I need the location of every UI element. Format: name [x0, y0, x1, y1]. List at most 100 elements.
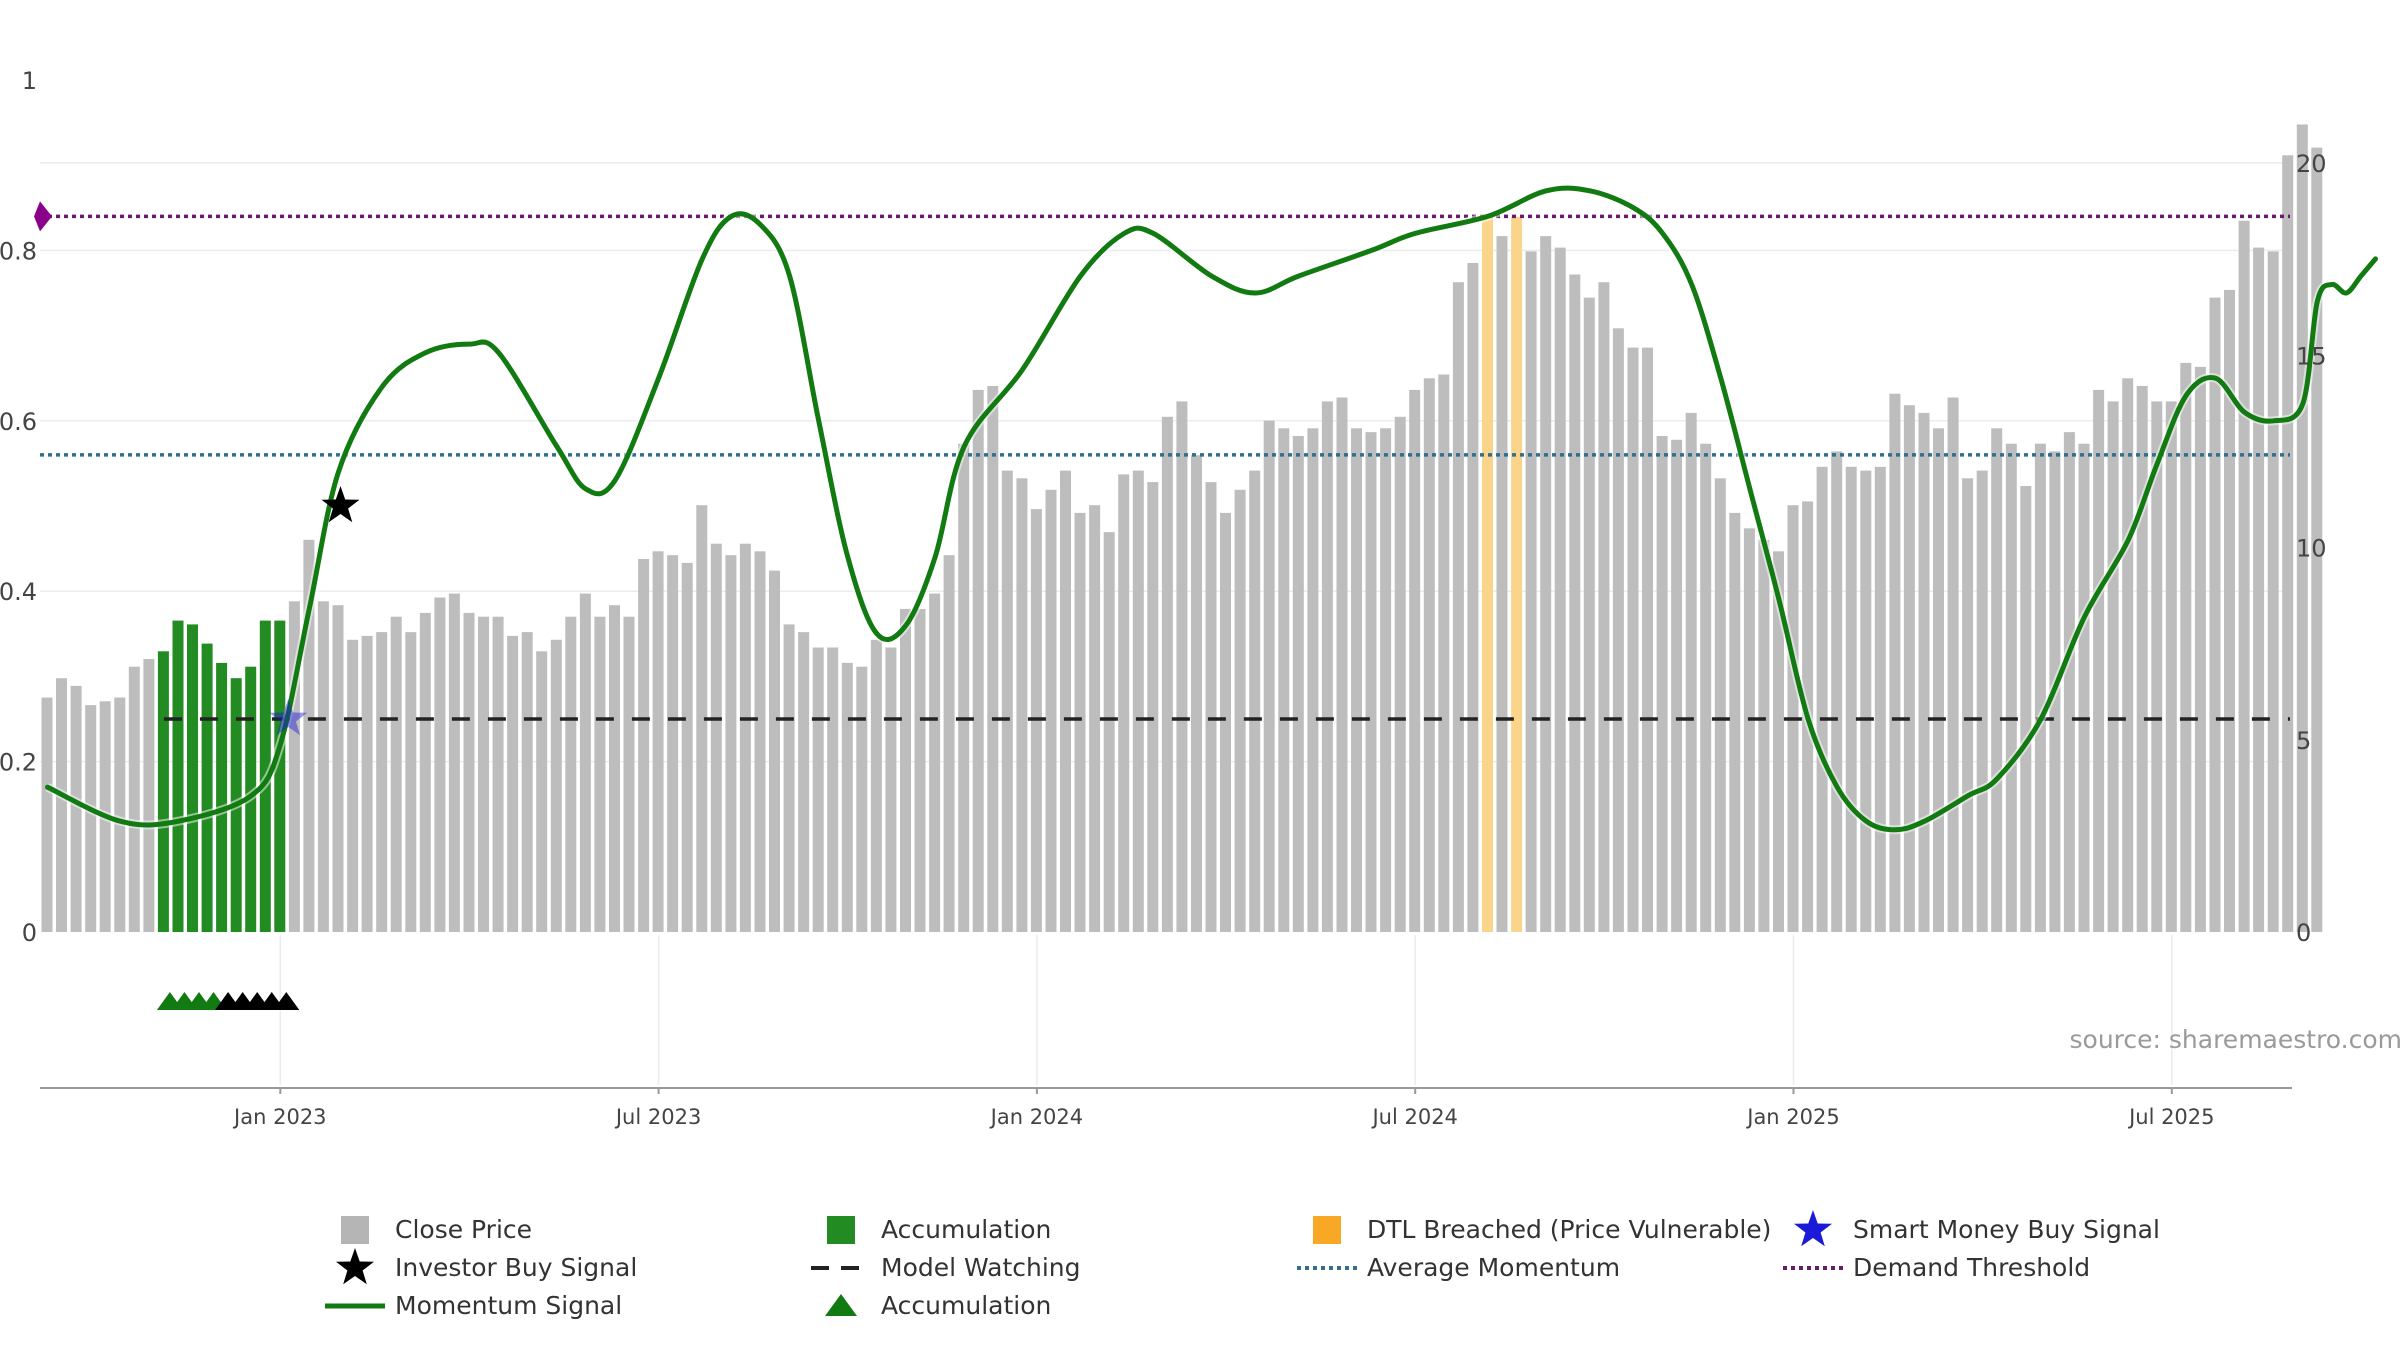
price-bar: [958, 443, 970, 932]
price-bar: [1612, 328, 1624, 932]
price-bar: [1292, 436, 1304, 932]
legend-star-icon: [336, 1248, 374, 1285]
accumulation-bar: [157, 651, 169, 932]
left-axis-tick-label: 0.6: [0, 408, 37, 436]
legend-label: Smart Money Buy Signal: [1853, 1215, 2160, 1244]
price-bar: [2020, 486, 2032, 932]
price-bar: [1438, 374, 1450, 932]
reference-lines: [34, 201, 2290, 721]
price-bar: [1831, 451, 1843, 932]
price-bar: [1816, 466, 1828, 932]
price-bar: [1074, 512, 1086, 932]
price-bar: [1467, 263, 1479, 932]
price-bar: [1147, 482, 1159, 932]
left-axis-tick-label: 0: [22, 919, 37, 947]
legend: Close Price Accumulation DTL Breached (Pri…: [325, 1210, 2160, 1320]
price-bar: [2136, 386, 2148, 932]
legend-label: Investor Buy Signal: [395, 1253, 637, 1282]
price-bar: [623, 616, 635, 932]
price-bar: [739, 543, 751, 932]
price-bar: [1103, 532, 1115, 932]
price-bar: [1656, 436, 1668, 932]
legend-square-icon: [341, 1216, 369, 1244]
price-bar: [550, 639, 562, 932]
right-axis-tick-label: 0: [2296, 919, 2311, 947]
accumulation-bar: [274, 620, 286, 932]
price-bar: [507, 635, 519, 932]
price-bar: [2093, 389, 2105, 932]
price-bar: [1409, 389, 1421, 932]
price-bar: [1423, 378, 1435, 932]
price-bar: [1743, 528, 1755, 932]
price-bar: [579, 593, 591, 932]
price-bar: [1307, 428, 1319, 932]
price-bar: [390, 616, 402, 932]
price-bar: [332, 605, 344, 932]
price-bars: [41, 124, 2323, 933]
smart-money-buy-signal-icon: [269, 699, 308, 736]
price-bar: [41, 697, 53, 932]
x-tick-label: Jul 2024: [1370, 1105, 1457, 1129]
price-bar: [1598, 282, 1610, 932]
accumulation-bar: [172, 620, 184, 932]
price-bar: [1336, 397, 1348, 932]
price-bar: [1089, 505, 1101, 932]
axes: Jan 2023 Jul 2023 Jan 2024 Jul 2024 Jan 2025…: [0, 67, 2327, 1129]
price-bar: [725, 555, 737, 932]
legend-label: DTL Breached (Price Vulnerable): [1367, 1215, 1771, 1244]
price-bar: [2282, 155, 2294, 933]
price-bar: [667, 555, 679, 932]
price-bar: [900, 609, 911, 932]
price-bar: [434, 597, 446, 932]
price-bar: [1161, 416, 1173, 932]
price-bar: [317, 601, 329, 932]
price-bar: [1700, 443, 1712, 932]
price-bar: [2296, 124, 2308, 932]
price-bar: [1729, 512, 1741, 932]
price-bar: [1583, 297, 1595, 933]
price-bar: [609, 605, 620, 932]
price-bar: [2194, 366, 2206, 932]
left-axis-tick-label: 0.8: [0, 237, 37, 265]
demand-threshold-marker: [34, 201, 52, 232]
right-axis-tick-label: 15: [2296, 342, 2327, 370]
price-bar: [1452, 282, 1464, 932]
price-bar: [798, 632, 810, 932]
signal-markers: [156, 486, 360, 1010]
left-axis-tick-label: 0.2: [0, 749, 37, 777]
price-bar: [769, 570, 780, 932]
x-tick-label: Jan 2025: [1745, 1105, 1840, 1129]
price-bar: [1321, 401, 1333, 932]
price-bar: [1263, 420, 1275, 932]
price-bar: [347, 639, 359, 932]
price-bar: [1889, 393, 1901, 932]
accumulation-bar: [216, 662, 228, 932]
price-bar: [2151, 401, 2163, 932]
price-bar: [2224, 289, 2235, 932]
price-bar: [1060, 470, 1071, 932]
legend-label: Demand Threshold: [1853, 1253, 2090, 1282]
price-bar: [288, 601, 300, 932]
price-bar: [114, 697, 126, 932]
price-bar: [1525, 251, 1537, 932]
price-bar: [1234, 489, 1246, 932]
price-bar: [710, 543, 722, 932]
price-bar: [85, 705, 97, 932]
price-bar: [1394, 416, 1406, 932]
price-bar: [1351, 428, 1362, 932]
momentum-signal-line: [45, 185, 2378, 833]
price-bar: [2005, 443, 2017, 932]
price-bar: [565, 616, 577, 932]
price-bar: [1220, 512, 1231, 932]
x-tick-label: Jul 2025: [2127, 1105, 2214, 1129]
price-bar: [1903, 405, 1915, 932]
price-bar: [1685, 412, 1697, 932]
legend-star-icon: [1794, 1210, 1832, 1247]
price-bar: [463, 612, 475, 932]
price-bar: [929, 593, 941, 932]
price-bar: [754, 551, 766, 932]
price-bar: [1365, 432, 1377, 932]
price-bar: [2253, 247, 2265, 933]
price-bar: [1569, 274, 1581, 932]
